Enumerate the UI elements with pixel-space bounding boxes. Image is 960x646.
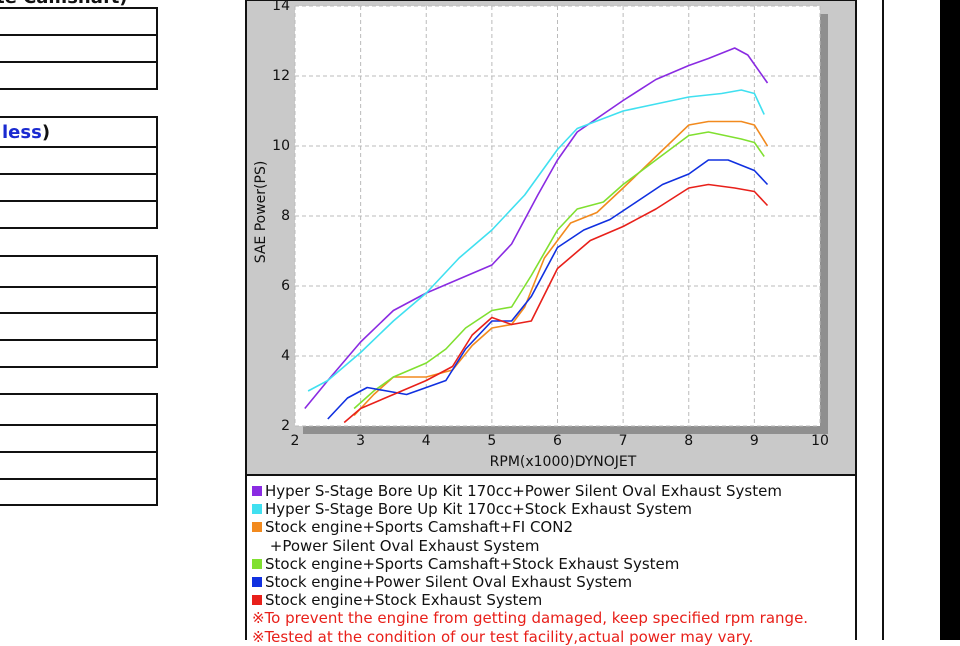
y-tick-label: 6 <box>281 278 290 294</box>
series-line <box>327 159 769 420</box>
legend-label: Hyper S-Stage Bore Up Kit 170cc+Power Si… <box>265 482 782 500</box>
x-tick-label: 3 <box>356 433 365 449</box>
legend-label: Hyper S-Stage Bore Up Kit 170cc+Stock Ex… <box>265 500 693 519</box>
series-line <box>307 89 765 392</box>
table <box>0 7 158 90</box>
x-axis-label: RPM(x1000)DYNOJET <box>490 454 637 470</box>
series-line <box>304 47 769 410</box>
x-tick-label: 5 <box>487 433 496 449</box>
legend-swatch <box>252 504 262 515</box>
series-line <box>343 183 769 424</box>
x-tick-label: 9 <box>750 433 759 449</box>
x-tick-label: 4 <box>422 433 431 449</box>
legend-label: Stock engine+Power Silent Oval Exhaust S… <box>265 573 633 592</box>
legend-entry: Stock engine+Sports Camshaft+FI CON2 +Po… <box>252 518 852 555</box>
table <box>0 255 158 368</box>
y-tick-label: 2 <box>281 418 290 434</box>
note: ※Tested at the condition of our test fac… <box>252 627 754 646</box>
x-tick-label: 7 <box>619 433 628 449</box>
x-tick-label: 6 <box>553 433 562 449</box>
y-tick-label: 10 <box>272 138 290 154</box>
table <box>0 393 158 506</box>
legend-swatch <box>252 595 262 606</box>
table-heading: less) <box>2 122 50 143</box>
y-tick-label: 4 <box>281 348 290 364</box>
legend: Hyper S-Stage Bore Up Kit 170cc+Power Si… <box>252 482 852 646</box>
heading-link[interactable]: less <box>2 122 42 143</box>
legend-panel <box>245 474 857 640</box>
legend-swatch <box>252 577 262 588</box>
legend-entry: Hyper S-Stage Bore Up Kit 170cc+Stock Ex… <box>252 500 852 518</box>
legend-entry: Stock engine+Power Silent Oval Exhaust S… <box>252 573 852 591</box>
y-axis-label: SAE Power(PS) <box>253 161 269 264</box>
y-tick-label: 8 <box>281 208 290 224</box>
legend-entry: Stock engine+Sports Camshaft+Stock Exhau… <box>252 555 852 573</box>
note: ※To prevent the engine from getting dama… <box>252 609 809 628</box>
legend-label: Stock engine+Sports Camshaft+FI CON2 +Po… <box>265 518 573 555</box>
legend-swatch <box>252 522 262 533</box>
y-tick-label: 14 <box>272 0 290 14</box>
table <box>0 116 158 229</box>
x-tick-label: 8 <box>684 433 693 449</box>
left-tables <box>0 7 158 506</box>
heading-text: ) <box>42 122 50 143</box>
series-line <box>353 131 765 410</box>
legend-label: Stock engine+Stock Exhaust System <box>265 591 543 610</box>
table-heading: te Camshaft) <box>0 0 128 8</box>
legend-swatch <box>252 558 262 569</box>
edge-bar <box>940 0 960 640</box>
legend-entry: Stock engine+Stock Exhaust System <box>252 591 852 609</box>
series-line <box>353 120 769 417</box>
x-tick-label: 2 <box>291 433 300 449</box>
legend-label: Stock engine+Sports Camshaft+Stock Exhau… <box>265 554 680 573</box>
y-tick-label: 12 <box>272 68 290 84</box>
legend-swatch <box>252 486 262 496</box>
x-tick-label: 10 <box>811 433 829 449</box>
legend-entry: Hyper S-Stage Bore Up Kit 170cc+Power Si… <box>252 482 852 500</box>
